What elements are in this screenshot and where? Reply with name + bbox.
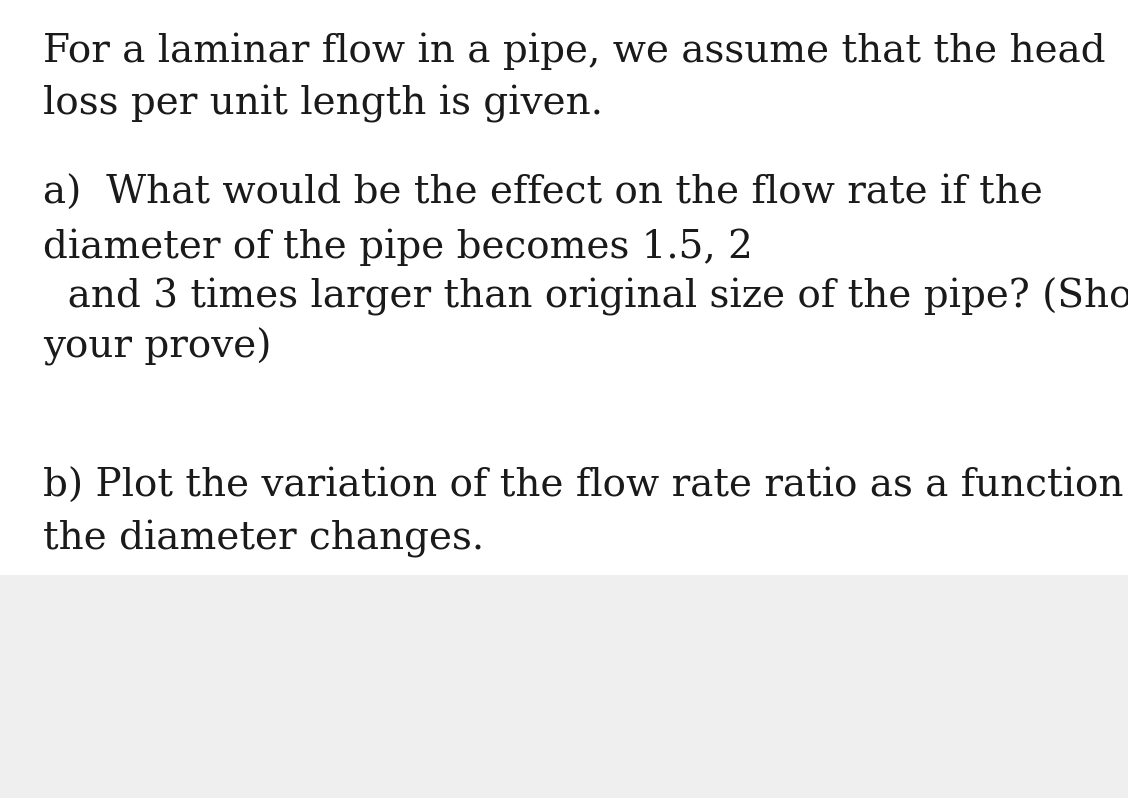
Text: and 3 times larger than original size of the pipe? (Show: and 3 times larger than original size of…	[43, 278, 1128, 317]
Text: b) Plot the variation of the flow rate ratio as a function of: b) Plot the variation of the flow rate r…	[43, 468, 1128, 505]
Bar	[0, 575, 1128, 798]
Text: For a laminar flow in a pipe, we assume that the head: For a laminar flow in a pipe, we assume …	[43, 32, 1105, 69]
Text: the diameter changes.: the diameter changes.	[43, 520, 484, 558]
Text: loss per unit length is given.: loss per unit length is given.	[43, 85, 602, 123]
Text: your prove): your prove)	[43, 328, 272, 366]
Text: a)  What would be the effect on the flow rate if the: a) What would be the effect on the flow …	[43, 175, 1042, 212]
Bar	[0, 0, 1128, 223]
Bar	[0, 223, 1128, 798]
Text: diameter of the pipe becomes 1.5, 2: diameter of the pipe becomes 1.5, 2	[43, 228, 752, 266]
